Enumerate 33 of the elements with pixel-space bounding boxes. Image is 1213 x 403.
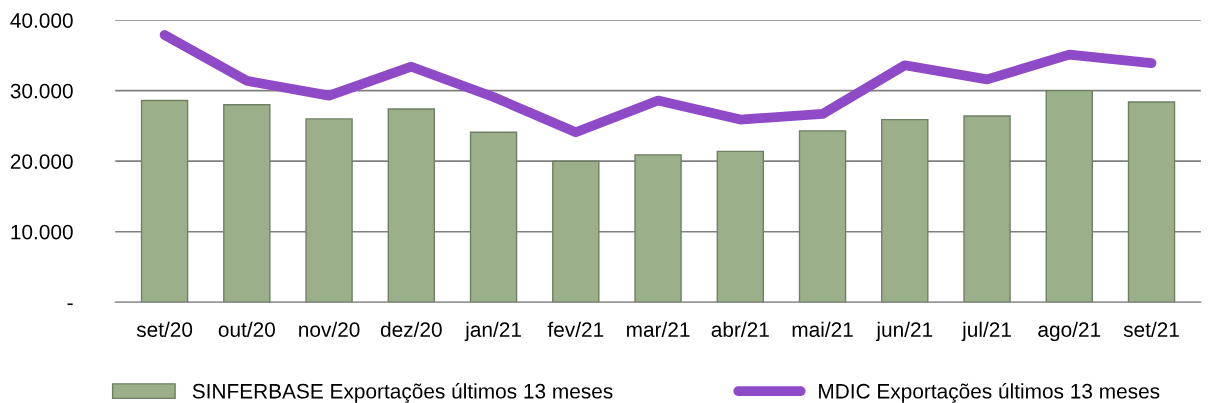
legend-label: SINFERBASE Exportações últimos 13 meses xyxy=(192,383,613,403)
y-tick-label: - xyxy=(67,303,73,306)
x-tick-label: set/20 xyxy=(136,321,193,337)
bar xyxy=(1127,101,1176,303)
x-tick-label: set/21 xyxy=(1123,321,1179,337)
y-tick-label: 10.000 xyxy=(11,224,73,240)
x-tick-label: nov/20 xyxy=(299,321,360,337)
bar xyxy=(634,154,682,303)
y-tick-label: 40.000 xyxy=(10,13,73,28)
x-tick-label: jul/21 xyxy=(961,321,1011,342)
bar xyxy=(469,131,518,303)
x-tick-label: ago/21 xyxy=(1038,321,1101,342)
legend-label: MDIC Exportações últimos 13 meses xyxy=(819,383,1160,403)
bar xyxy=(716,150,765,303)
x-tick-label: fev/21 xyxy=(547,321,604,337)
bar xyxy=(552,160,600,303)
bar xyxy=(1045,89,1094,303)
x-tick-label: jan/21 xyxy=(464,321,521,342)
y-tick-label: 30.000 xyxy=(10,83,73,99)
x-tick-label: abr/21 xyxy=(711,321,769,337)
bar xyxy=(223,104,271,303)
bar xyxy=(305,118,353,303)
bar xyxy=(140,99,189,303)
y-tick-label: 20.000 xyxy=(10,154,73,169)
x-tick-label: jun/21 xyxy=(875,321,933,342)
x-tick-label: dez/20 xyxy=(380,321,442,337)
x-tick-label: out/20 xyxy=(218,321,275,337)
bar xyxy=(798,130,847,303)
bar xyxy=(387,108,436,303)
bar xyxy=(881,118,929,303)
x-tick-label: mai/21 xyxy=(792,321,853,337)
bar xyxy=(963,115,1011,303)
x-tick-label: mar/21 xyxy=(627,321,690,337)
